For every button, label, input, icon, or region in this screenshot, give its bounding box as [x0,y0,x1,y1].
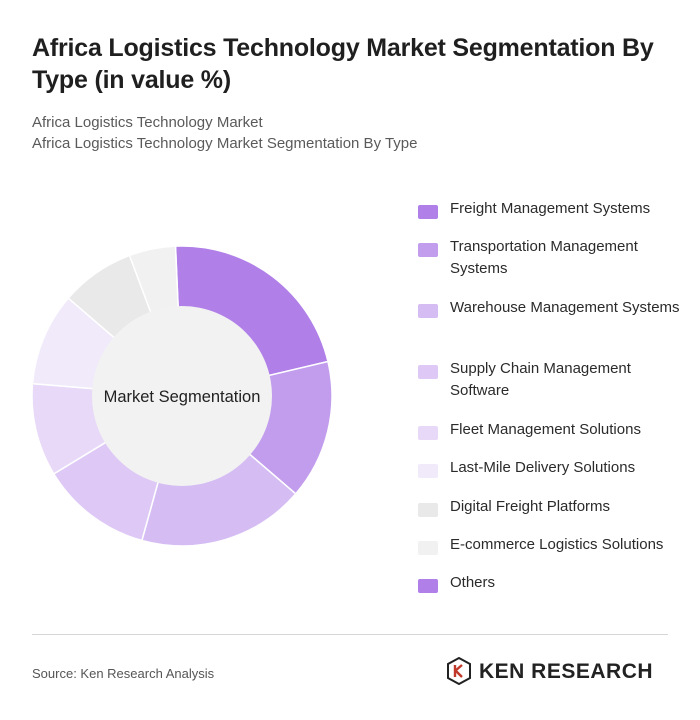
legend-swatch [418,365,438,379]
ken-research-logo: KEN RESEARCH [447,657,669,687]
footer-divider [32,634,668,635]
donut-center-label: Market Segmentation [104,388,261,406]
legend-swatch [418,426,438,440]
legend-swatch [418,205,438,219]
chart-subtitle-market: Africa Logistics Technology Market [32,114,263,131]
donut-chart: Market Segmentation [31,245,333,547]
chart-title: Africa Logistics Technology Market Segme… [32,34,654,94]
donut-center [92,306,272,486]
ken-research-logo-text: KEN RESEARCH [479,660,654,683]
legend-label: Warehouse Management Systems [450,299,680,316]
legend-label: Others [450,574,496,591]
source-note: Source: Ken Research Analysis [32,666,215,681]
chart-subtitle-segmentation: Africa Logistics Technology Market Segme… [32,135,418,152]
legend-swatch [418,304,438,318]
legend-label: Digital Freight Platforms [450,498,611,515]
legend-swatch [418,464,438,478]
legend-label: E-commerce Logistics Solutions [450,536,664,553]
legend-swatch [418,579,438,593]
legend-swatch [418,243,438,257]
legend-label: Transportation Management Systems [450,238,638,277]
legend-swatch [418,503,438,517]
legend-label: Last-Mile Delivery Solutions [450,459,636,476]
legend-label: Supply Chain Management Software [450,360,631,399]
ken-research-logo-icon [447,657,471,685]
legend-label: Fleet Management Solutions [450,421,641,438]
legend-swatch [418,541,438,555]
legend-label: Freight Management Systems [450,200,651,217]
